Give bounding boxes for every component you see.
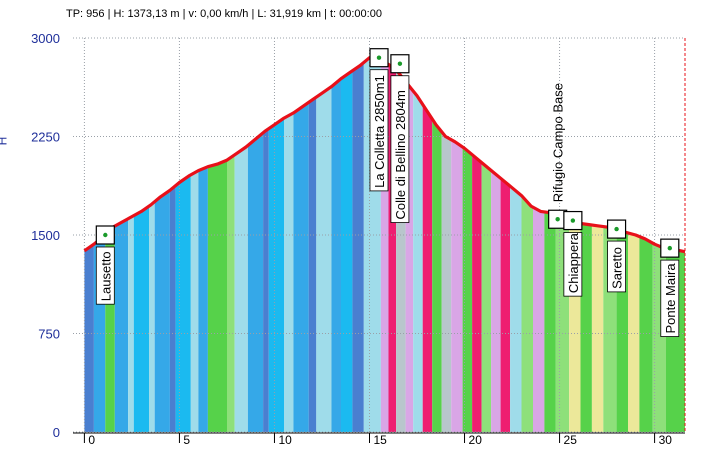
- x-tick-label-0: 0: [88, 433, 95, 447]
- y-tick-label-3000: 3000: [31, 31, 60, 46]
- slope-band-20: [308, 97, 317, 432]
- slope-band-18: [284, 112, 294, 433]
- slope-band-24: [352, 62, 364, 433]
- slope-band-0: [84, 244, 94, 432]
- slope-band-12: [207, 160, 227, 432]
- waypoint-label-box: [390, 75, 410, 223]
- slope-band-23: [341, 70, 353, 433]
- y-tick-label-2250: 2250: [31, 130, 60, 145]
- slope-band-30: [413, 91, 423, 432]
- slope-band-31: [422, 104, 433, 432]
- slope-band-43: [544, 211, 556, 432]
- waypoint-label-box: [660, 259, 680, 337]
- waypoint-2[interactable]: Colle di Bellino 2804m: [390, 54, 410, 223]
- slope-band-13: [227, 154, 235, 432]
- waypoint-dot: [614, 226, 619, 232]
- status-bar: TP: 956 | H: 1373,13 m | v: 0,00 km/h | …: [66, 8, 382, 20]
- y-tick-label-750: 750: [38, 327, 60, 342]
- slope-band-7: [154, 190, 170, 432]
- x-tick-label-20: 20: [469, 433, 483, 447]
- waypoint-label: Colle di Bellino 2804m: [393, 90, 408, 219]
- slope-bands: [84, 58, 685, 433]
- slope-band-36: [472, 154, 482, 432]
- waypoint-0[interactable]: Lausetto: [95, 225, 115, 305]
- slope-band-4: [128, 215, 134, 432]
- waypoint-dot: [555, 217, 560, 222]
- waypoint-dot: [667, 245, 672, 251]
- slope-band-14: [234, 145, 248, 432]
- slope-band-19: [293, 102, 309, 433]
- waypoint-dot: [376, 55, 382, 60]
- waypoints[interactable]: Lausetto La Colletta 2850m1 Colle di Belli…: [95, 48, 680, 337]
- slope-band-38: [491, 170, 501, 432]
- waypoint-label-box: [95, 246, 115, 305]
- slope-band-21: [316, 86, 332, 432]
- waypoint-label: Ponte Maira: [663, 263, 678, 334]
- waypoint-1[interactable]: La Colletta 2850m1: [369, 48, 389, 192]
- slope-band-11: [198, 166, 208, 432]
- slope-band-47: [591, 225, 604, 432]
- slope-band-37: [481, 162, 492, 432]
- axes: 0 750 1500 2250 3000 0 5 10 15 20 25 30: [31, 31, 685, 447]
- slope-band-51: [639, 236, 653, 432]
- x-tick-label-15: 15: [373, 433, 387, 447]
- waypoint-label-box: [607, 240, 626, 293]
- slope-band-9: [175, 174, 191, 433]
- slope-band-42: [533, 207, 545, 432]
- slope-band-8: [169, 185, 176, 432]
- waypoint-dot: [397, 61, 403, 66]
- slope-band-17: [268, 118, 284, 432]
- waypoint-label-box: [563, 232, 583, 297]
- x-tick-label-10: 10: [278, 433, 292, 447]
- waypoint-3[interactable]: Rifugio Campo Base: [548, 83, 568, 229]
- slope-band-50: [628, 232, 640, 432]
- slope-band-40: [510, 186, 522, 432]
- slope-band-3: [114, 218, 129, 432]
- y-tick-label-1500: 1500: [31, 228, 60, 243]
- waypoint-6[interactable]: Ponte Maira: [660, 238, 680, 337]
- slope-band-22: [331, 78, 341, 432]
- slope-band-10: [190, 170, 199, 432]
- waypoint-4[interactable]: Chiappera: [563, 210, 583, 297]
- slope-band-15: [247, 132, 264, 433]
- waypoint-label: Lausetto: [98, 251, 113, 301]
- slope-band-46: [580, 223, 592, 432]
- x-tick-label-5: 5: [183, 433, 190, 447]
- slope-band-39: [500, 178, 511, 432]
- waypoint-label-box: [369, 69, 389, 192]
- waypoint-label: Saretto: [610, 247, 625, 289]
- waypoint-dot: [103, 232, 108, 238]
- waypoint-5[interactable]: Saretto: [606, 219, 627, 293]
- slope-band-33: [441, 131, 452, 433]
- x-tick-label-30: 30: [659, 433, 673, 447]
- y-tick-label-0: 0: [53, 425, 60, 440]
- slope-band-16: [263, 128, 269, 432]
- slope-band-35: [462, 147, 473, 432]
- slope-band-5: [133, 206, 149, 432]
- slope-band-34: [451, 139, 463, 432]
- slope-band-6: [149, 201, 155, 432]
- waypoint-dot: [570, 218, 576, 223]
- slope-band-41: [521, 195, 533, 432]
- waypoint-label: Rifugio Campo Base: [551, 83, 566, 202]
- x-tick-label-25: 25: [564, 433, 578, 447]
- slope-band-32: [432, 118, 442, 433]
- waypoint-label: Chiappera: [566, 232, 581, 293]
- waypoint-label: La Colletta 2850m1: [372, 75, 387, 188]
